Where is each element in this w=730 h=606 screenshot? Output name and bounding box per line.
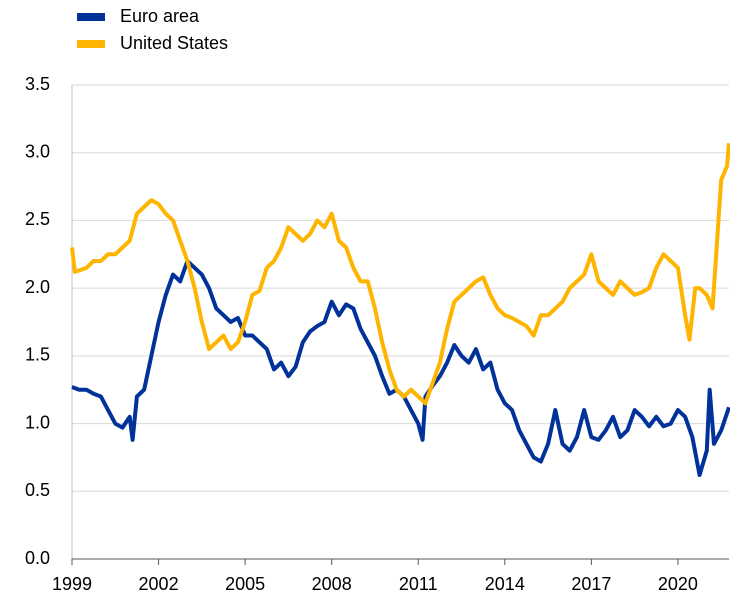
x-tick-label: 2011 bbox=[399, 574, 438, 594]
x-tick-label: 2017 bbox=[571, 574, 611, 594]
y-tick-label: 1.5 bbox=[25, 345, 50, 365]
x-tick-label: 2008 bbox=[312, 574, 352, 594]
y-tick-label: 0.0 bbox=[25, 548, 50, 568]
y-tick-label: 3.5 bbox=[25, 74, 50, 94]
y-tick-label: 2.5 bbox=[25, 209, 50, 229]
legend-label: United States bbox=[120, 33, 228, 53]
legend-label: Euro area bbox=[120, 6, 200, 26]
x-tick-label: 1999 bbox=[52, 574, 92, 594]
y-tick-label: 2.0 bbox=[25, 277, 50, 297]
y-tick-label: 3.0 bbox=[25, 141, 50, 161]
x-tick-label: 2020 bbox=[658, 574, 698, 594]
legend-swatch bbox=[77, 13, 105, 21]
y-tick-label: 0.5 bbox=[25, 480, 50, 500]
y-tick-label: 1.0 bbox=[25, 412, 50, 432]
x-tick-label: 2005 bbox=[225, 574, 265, 594]
x-tick-label: 2014 bbox=[485, 574, 525, 594]
legend-swatch bbox=[77, 40, 105, 48]
x-tick-label: 2002 bbox=[139, 574, 179, 594]
series-line bbox=[70, 143, 730, 406]
